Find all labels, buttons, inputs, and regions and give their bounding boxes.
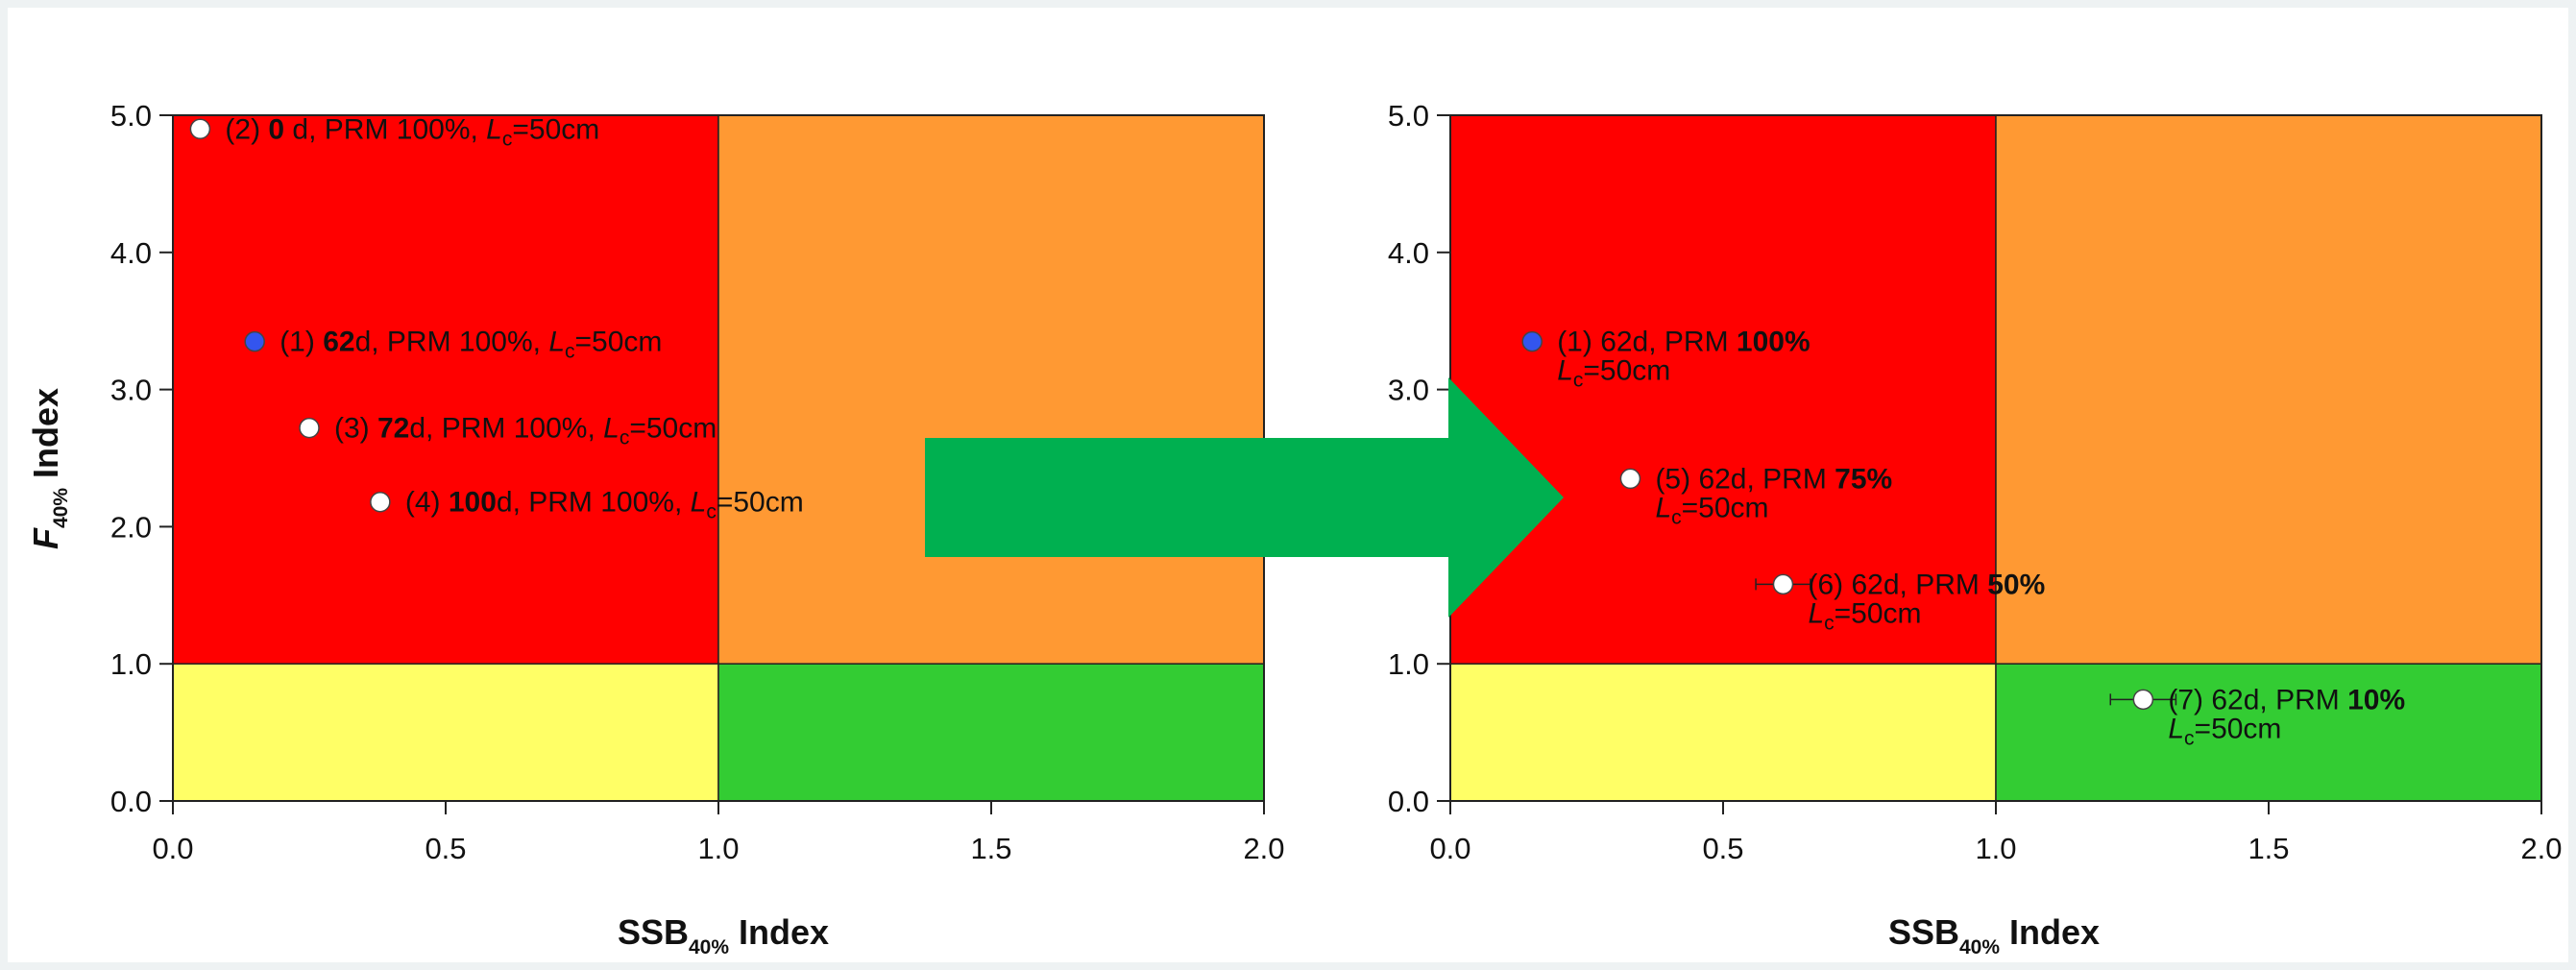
y-tick-label: 4.0 [110,236,152,270]
x-axis-title-right: SSB40% Index [1888,912,2100,958]
data-point [2132,689,2154,711]
y-tick-label: 4.0 [1388,236,1429,270]
point-label: (3) 72d, PRM 100%, Lc=50cm [334,413,717,449]
x-tick-label: 1.0 [1975,832,2016,865]
x-tick-label: 1.5 [970,832,1011,865]
zone-0 [172,114,719,665]
y-tick-label: 2.0 [110,510,152,544]
point-label-line2: Lc=50cm [1808,597,1921,634]
y-tick-label: 3.0 [110,374,152,407]
y-axis-title: F40% Index [26,388,72,549]
data-point [370,491,391,513]
zone-3 [717,663,1265,802]
data-point [1521,330,1543,352]
point-label: (1) 62d, PRM 100% [1557,327,1810,358]
point-label: (2) 0 d, PRM 100%, Lc=50cm [225,113,599,150]
data-point [189,118,211,140]
left-panel: 0.0 0.5 1.0 1.5 2.0 0.0 1.0 2.0 3.0 4.0 5.0 (2) 0 d… [110,99,1285,865]
data-point [299,417,320,439]
y-tick-label: 5.0 [1388,99,1429,133]
data-point [1619,468,1641,490]
x-tick-label: 0.0 [1429,832,1470,865]
zone-1 [1995,114,2542,665]
data-point [244,330,265,352]
point-label: (5) 62d, PRM 75% [1655,463,1892,495]
figure: 0.0 0.5 1.0 1.5 2.0 0.0 1.0 2.0 3.0 4.0 5.0 (2) 0 d… [8,8,2568,962]
y-tick-label: 0.0 [1388,785,1429,818]
point-label: (6) 62d, PRM 50% [1808,569,2045,600]
right-panel: 0.00.51.01.52.00.01.02.03.04.05.0(1) 62d… [1388,99,2563,865]
point-label-line2: Lc=50cm [2168,713,2281,749]
x-tick-label: 0.5 [425,832,466,865]
x-tick-label: 2.0 [2520,832,2562,865]
y-tick-label: 1.0 [1388,647,1429,681]
y-tick-label: 0.0 [110,785,152,818]
x-axis-title-left: SSB40% Index [618,912,829,958]
transition-arrow [925,377,1564,618]
point-label: (1) 62d, PRM 100%, Lc=50cm [279,327,662,363]
data-point [1772,573,1794,595]
chart-canvas: 0.0 0.5 1.0 1.5 2.0 0.0 1.0 2.0 3.0 4.0 5.0 (2) 0 d… [26,99,2563,958]
zone-2 [1449,663,1997,802]
point-label: (7) 62d, PRM 10% [2168,684,2405,715]
y-tick-label: 5.0 [110,99,152,133]
zone-2 [172,663,719,802]
point-label: (4) 100d, PRM 100%, Lc=50cm [405,487,804,523]
x-tick-label: 2.0 [1243,832,1284,865]
y-tick-label: 1.0 [110,647,152,681]
x-tick-label: 0.5 [1702,832,1743,865]
point-label-line2: Lc=50cm [1655,492,1768,528]
point-label-line2: Lc=50cm [1557,355,1670,392]
x-tick-label: 1.5 [2248,832,2289,865]
zone-0 [1449,114,1997,665]
x-tick-label: 1.0 [697,832,739,865]
y-tick-label: 3.0 [1388,374,1429,407]
x-tick-label: 0.0 [152,832,193,865]
zone-1 [717,114,1265,665]
